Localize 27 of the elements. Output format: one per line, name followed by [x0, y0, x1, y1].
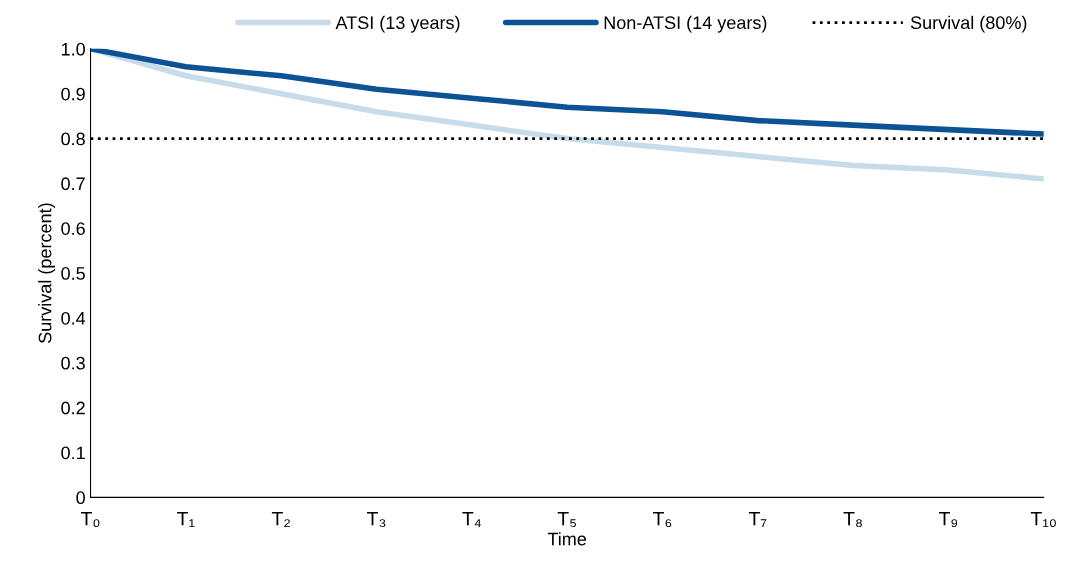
- x-tick-label: T₅: [557, 511, 576, 528]
- x-tick-label: T₂: [271, 511, 290, 528]
- x-tick-label: T₁: [177, 511, 195, 528]
- x-tick-label: T₉: [939, 511, 958, 528]
- x-tick-label: T₁₀: [1030, 511, 1056, 528]
- y-tick-label: 1.0: [61, 42, 85, 56]
- x-axis-title: Time: [547, 532, 587, 546]
- y-tick-label: 0.2: [61, 401, 85, 415]
- y-axis-title: Survival (percent): [38, 203, 56, 344]
- y-tick-label: 0.1: [61, 446, 85, 460]
- x-tick-label: T₃: [367, 511, 386, 528]
- y-tick-label: 0.7: [61, 177, 85, 191]
- y-tick-label: 0.9: [61, 87, 85, 101]
- y-tick-label: 0: [76, 491, 85, 505]
- y-tick-label: 0.4: [61, 311, 86, 325]
- y-tick-label: 0.3: [61, 356, 85, 370]
- x-tick-label: T₈: [843, 511, 862, 528]
- x-tick-label: T₀: [80, 511, 100, 528]
- legend-label: Non-ATSI (14 years): [604, 15, 767, 33]
- y-tick-label: 0.5: [61, 267, 85, 280]
- x-tick-label: T₇: [748, 511, 767, 528]
- y-tick-label: 0.6: [61, 222, 85, 235]
- legend-label: ATSI (13 years): [335, 15, 460, 33]
- x-tick-label: T₆: [653, 511, 672, 528]
- legend-label: Survival (80%): [910, 15, 1027, 33]
- y-tick-label: 0.8: [61, 132, 85, 146]
- x-tick-label: T₄: [462, 511, 481, 528]
